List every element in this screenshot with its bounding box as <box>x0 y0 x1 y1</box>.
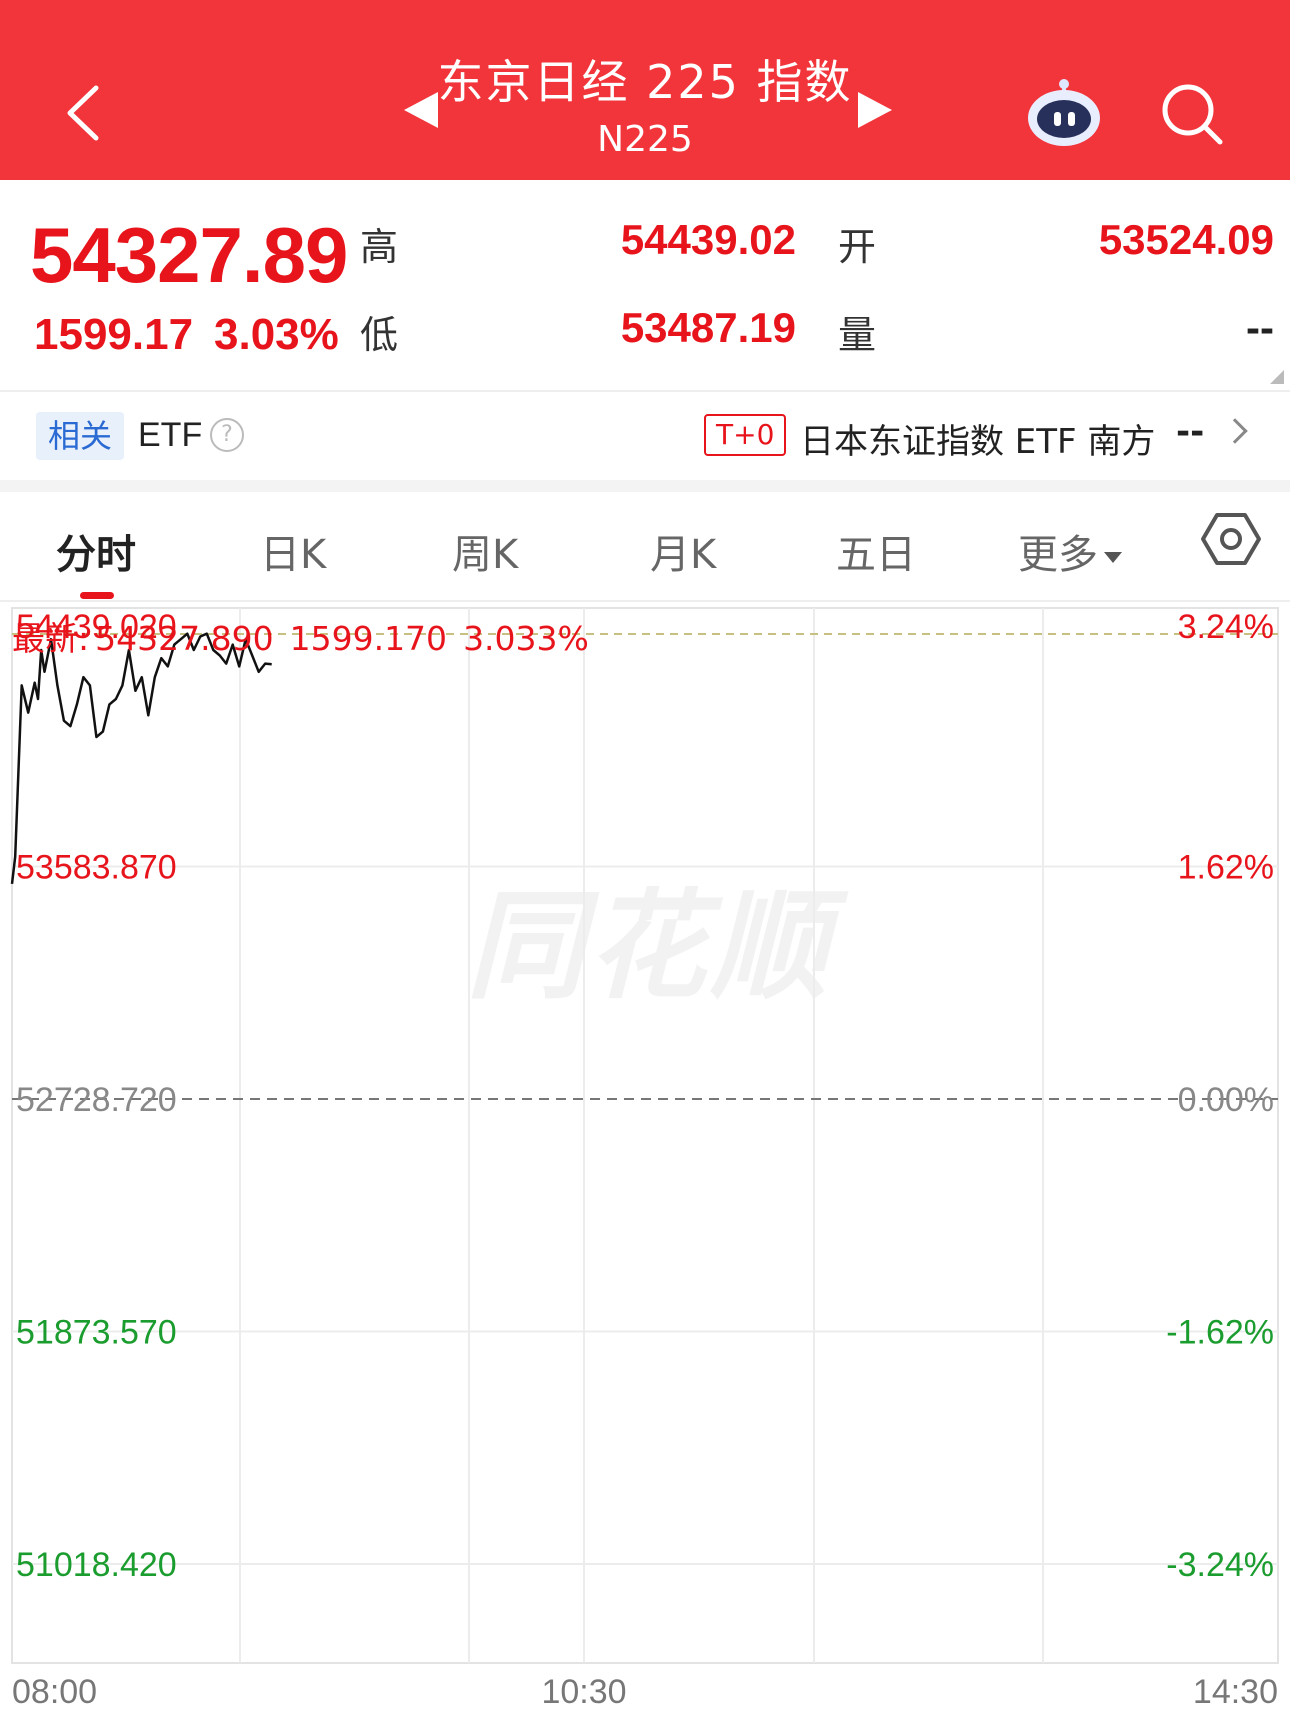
y-tick-label-right: 3.24% <box>1178 608 1274 646</box>
latest-price: 54327.890 <box>95 619 274 658</box>
x-tick-label: 10:30 <box>541 1673 626 1711</box>
plot-frame <box>11 607 1279 1664</box>
y-tick-label-left: 53583.870 <box>16 849 177 887</box>
expand-corner-icon[interactable] <box>1270 370 1284 384</box>
open-label: 开 <box>838 225 877 269</box>
x-tick-label: 14:30 <box>1193 1673 1278 1711</box>
tab-more[interactable]: 更多 <box>1018 522 1122 580</box>
robot-icon <box>1028 79 1100 146</box>
volume-value: -- <box>1246 304 1274 351</box>
y-tick-label-left: 51018.420 <box>16 1546 177 1584</box>
tab-five-day[interactable]: 五日 <box>836 532 916 578</box>
settings-hexagon-icon <box>1201 513 1261 565</box>
quote-panel: 54327.89 1599.17 3.03% 高 54439.02 开 5352… <box>0 180 1290 390</box>
chart-settings-button[interactable] <box>1200 508 1262 570</box>
price-change-pct: 3.03% <box>214 310 339 359</box>
back-button[interactable] <box>56 78 116 148</box>
next-index-arrow[interactable] <box>858 92 892 128</box>
last-price: 54327.89 <box>30 211 348 299</box>
etf-label: ETF <box>138 416 203 454</box>
header-title-block: 东京日经 225 指数 N225 <box>0 50 1290 164</box>
price-change: 1599.17 <box>34 310 194 359</box>
caret-down-icon <box>1104 551 1122 563</box>
related-tag: 相关 <box>36 412 125 460</box>
related-etf-row[interactable]: 相关 ETF ? T+0 日本东证指数 ETF 南方 -- <box>0 392 1290 480</box>
high-value: 54439.02 <box>620 216 796 263</box>
chart-tabs: 分时 日K 周K 月K 五日 更多 <box>0 492 1290 600</box>
volume-label: 量 <box>838 313 877 357</box>
active-tab-indicator <box>80 592 114 599</box>
y-tick-label-right: -1.62% <box>1166 1314 1274 1352</box>
latest-quote-line: 最新: 54327.890 1599.170 3.033% <box>12 612 605 660</box>
tab-monthly-k[interactable]: 月K <box>650 532 717 578</box>
high-label: 高 <box>360 225 399 269</box>
app-header: 东京日经 225 指数 N225 <box>0 0 1290 180</box>
y-tick-label-left: 52728.720 <box>16 1081 177 1119</box>
tab-weekly-k[interactable]: 周K <box>452 532 519 578</box>
tab-intraday[interactable]: 分时 <box>56 532 136 578</box>
y-tick-label-left: 54439.020 <box>16 608 177 646</box>
t0-badge: T+0 <box>704 414 787 456</box>
y-tick-label-right: 0.00% <box>1178 1081 1274 1119</box>
open-value: 53524.09 <box>1098 216 1274 263</box>
y-tick-label-right: -3.24% <box>1166 1546 1274 1584</box>
assistant-button[interactable] <box>1024 72 1104 152</box>
search-icon <box>1162 84 1223 145</box>
intraday-chart-svg: 54439.020 53583.870 52728.720 51873.570 5101… <box>10 607 1279 1711</box>
latest-change: 1599.170 <box>289 619 448 658</box>
chevron-left-icon <box>67 85 99 141</box>
latest-prefix: 最新: <box>12 619 90 658</box>
divider <box>0 600 1290 602</box>
y-tick-label-left: 51873.570 <box>16 1314 177 1352</box>
chevron-right-icon[interactable] <box>1222 418 1248 444</box>
etf-name[interactable]: 日本东证指数 ETF 南方 <box>800 422 1156 462</box>
tab-daily-k[interactable]: 日K <box>260 532 327 578</box>
price-line <box>10 632 272 885</box>
low-label: 低 <box>360 313 399 357</box>
etf-value: -- <box>1176 412 1205 452</box>
divider <box>0 390 1290 392</box>
tab-more-label: 更多 <box>1018 532 1098 578</box>
watermark: 同花顺 <box>466 877 833 1015</box>
latest-pct: 3.033% <box>463 619 589 658</box>
page-title: 东京日经 225 指数 <box>437 55 853 109</box>
search-button[interactable] <box>1160 82 1226 148</box>
x-tick-label: 08:00 <box>12 1673 97 1711</box>
help-icon[interactable]: ? <box>210 418 244 452</box>
section-divider <box>0 480 1290 492</box>
intraday-chart[interactable]: 同花顺 54439.020 53583.870 52728.720 51873.570… <box>0 600 1290 1717</box>
low-value: 53487.19 <box>620 304 796 351</box>
y-tick-label-right: 1.62% <box>1178 849 1274 887</box>
page-subtitle: N225 <box>597 119 693 160</box>
prev-index-arrow[interactable] <box>404 92 438 128</box>
